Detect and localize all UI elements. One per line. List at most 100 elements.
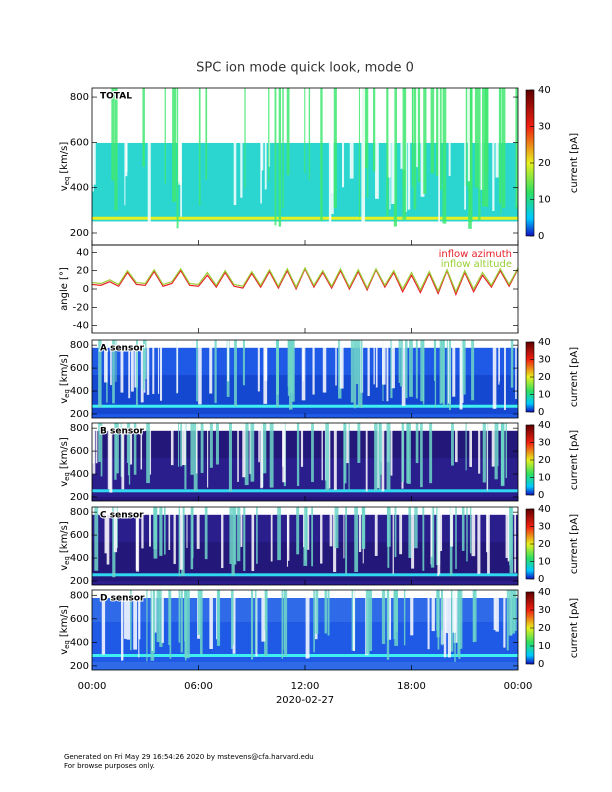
- spectrogram-stripe: [365, 423, 368, 492]
- spectrogram-stripe: [198, 88, 201, 206]
- spectrogram-stripe: [180, 590, 183, 653]
- colorbar-tick-label: 40: [538, 420, 551, 431]
- colorbar-tick-label: 0: [538, 407, 544, 418]
- spectrogram-stripe: [135, 340, 138, 406]
- spectrogram-stripe: [427, 590, 430, 650]
- spectrogram-stripe: [94, 507, 99, 571]
- spectrogram-stripe: [414, 507, 418, 549]
- spectrogram-stripe: [387, 590, 392, 640]
- spectrogram-stripe: [322, 340, 327, 393]
- spectrogram-stripe: [487, 507, 490, 574]
- spectrogram-stripe: [343, 507, 345, 559]
- x-tick-label: 06:00: [184, 681, 213, 692]
- colorbar-tick-label: 30: [538, 605, 551, 616]
- spectrogram-stripe: [342, 88, 345, 188]
- spectrogram-stripe: [420, 423, 423, 488]
- colorbar-tick-label: 20: [538, 539, 551, 550]
- spectrogram-stripe: [416, 88, 419, 168]
- y-tick-label: 800: [70, 92, 89, 103]
- y-axis-label: angle [°]: [59, 267, 70, 311]
- colorbar-tick-label: 20: [538, 158, 551, 169]
- spectrogram-stripe: [445, 590, 449, 634]
- spectrogram-stripe: [320, 507, 323, 564]
- spectrogram-stripe: [493, 590, 496, 631]
- spectrogram-stripe: [221, 507, 224, 569]
- spectrogram-stripe: [465, 88, 468, 186]
- spectrogram-stripe: [214, 340, 217, 404]
- spectrogram-stripe: [478, 88, 481, 221]
- spectrogram-stripe: [458, 590, 461, 659]
- spectrogram-stripe: [327, 590, 330, 636]
- spectrogram-stripe: [506, 590, 509, 651]
- spectrogram-stripe: [200, 590, 203, 654]
- y-axis-label: veq [km/s]: [59, 142, 71, 192]
- spectrogram-stripe: [114, 88, 118, 211]
- y-tick-label: 40: [76, 247, 89, 258]
- spectrogram-stripe: [441, 340, 445, 403]
- spectrogram-stripe: [107, 423, 112, 490]
- spectrogram-stripe: [390, 340, 393, 399]
- spectrogram-stripe: [133, 590, 138, 650]
- spectrogram-stripe: [381, 423, 385, 492]
- spectrogram-stripe: [303, 507, 308, 566]
- spectrogram-stripe: [465, 423, 467, 471]
- spectrogram-stripe: [289, 340, 294, 393]
- spectrogram-stripe: [250, 590, 254, 660]
- colorbar-label: current [pA]: [569, 514, 580, 574]
- spectrogram-stripe: [339, 340, 344, 389]
- spectrogram-stripe: [159, 590, 163, 647]
- spectrogram-stripe: [439, 340, 443, 404]
- colorbar-tick-label: 0: [538, 231, 544, 242]
- spectrogram-stripe: [369, 590, 373, 651]
- spectrogram-stripe: [387, 507, 390, 568]
- spectrogram-stripe: [301, 340, 306, 401]
- spectrogram-stripe: [230, 590, 233, 649]
- spectrogram-stripe: [168, 507, 171, 550]
- spectrogram-stripe: [237, 507, 241, 562]
- spectrogram-stripe: [401, 423, 405, 482]
- spectrogram-stripe: [283, 590, 285, 650]
- spectrogram-stripe: [243, 507, 246, 571]
- spectrogram-stripe: [333, 423, 337, 490]
- spectrogram-stripe: [120, 340, 124, 393]
- spectrogram-stripe: [458, 590, 463, 649]
- spectrogram-stripe: [338, 340, 342, 399]
- spectrogram-stripe: [126, 590, 131, 640]
- title: SPC ion mode quick look, mode 0: [196, 61, 414, 76]
- spectrogram-stripe: [197, 590, 201, 635]
- spectrogram-stripe: [482, 423, 486, 483]
- spectrogram-stripe: [149, 423, 152, 475]
- spectrogram-stripe: [111, 88, 115, 181]
- spectrogram-stripe: [442, 88, 447, 224]
- spectrogram-stripe: [452, 340, 456, 397]
- spectrogram-stripe: [433, 340, 436, 382]
- colorbar-tick-label: 10: [538, 641, 551, 652]
- spectrogram-stripe: [262, 423, 267, 474]
- spectrogram-stripe: [156, 590, 161, 643]
- spectrogram-stripe: [345, 423, 349, 464]
- spectrogram-stripe: [287, 507, 290, 561]
- spectrogram-stripe: [472, 590, 475, 643]
- spectrogram-stripe: [98, 423, 101, 463]
- spectrogram-stripe: [500, 423, 505, 487]
- spectrogram-stripe: [461, 507, 465, 551]
- spectrogram-stripe: [152, 340, 155, 395]
- spectrogram-stripe: [441, 590, 443, 631]
- spectrogram-stripe: [240, 507, 243, 547]
- spectrogram-stripe: [415, 423, 419, 464]
- spectrogram-stripe: [149, 507, 151, 547]
- y-tick-label: 600: [70, 530, 89, 541]
- y-tick-label: 400: [70, 386, 89, 397]
- spectrogram-stripe: [305, 590, 310, 659]
- spectrogram-stripe: [365, 590, 370, 655]
- spectrogram-stripe: [250, 423, 255, 482]
- spectrogram-stripe: [152, 590, 156, 653]
- spectrogram-stripe: [423, 88, 427, 194]
- spectrogram-stripe: [353, 340, 357, 409]
- spectrogram-stripe: [333, 88, 337, 209]
- spectrogram-stripe: [254, 590, 257, 653]
- spectrogram-stripe: [261, 590, 266, 642]
- spectrogram-stripe: [455, 423, 458, 463]
- spectrogram-stripe: [392, 507, 394, 574]
- spectrogram-stripe: [216, 590, 218, 640]
